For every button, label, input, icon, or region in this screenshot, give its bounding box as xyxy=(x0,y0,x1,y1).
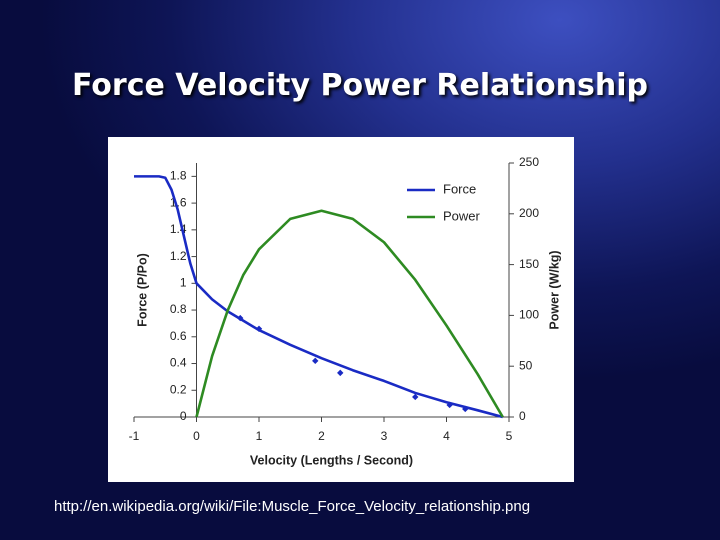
y2-tick-label: 150 xyxy=(519,257,539,271)
data-point xyxy=(255,325,263,332)
caption: http://en.wikipedia.org/wiki/File:Muscle… xyxy=(54,498,531,515)
x-tick-label: 0 xyxy=(193,429,200,443)
y2-axis-title: Power (W/kg) xyxy=(547,250,561,329)
y2-tick-label: 200 xyxy=(519,206,539,220)
x-tick-label: 5 xyxy=(506,429,513,443)
data-point xyxy=(412,393,419,401)
data-point xyxy=(462,405,469,413)
y-tick-label: 0.4 xyxy=(170,356,187,370)
legend-label: Force xyxy=(443,181,476,196)
chart-background xyxy=(108,137,574,482)
data-point xyxy=(237,314,244,322)
y-tick-label: 0 xyxy=(180,409,187,423)
x-tick-label: 1 xyxy=(256,429,263,443)
y2-tick-label: 100 xyxy=(519,308,539,322)
y2-tick-label: 0 xyxy=(519,409,526,423)
slide-title: Force Velocity Power Relationship xyxy=(72,68,648,103)
y2-tick-label: 50 xyxy=(519,358,533,372)
x-tick-label: -1 xyxy=(129,429,140,443)
x-axis-title: Velocity (Lengths / Second) xyxy=(250,453,413,467)
x-tick-label: 3 xyxy=(381,429,388,443)
y-tick-label: 1.6 xyxy=(170,195,187,209)
y-tick-label: 0.6 xyxy=(170,329,187,343)
y-tick-label: 1.8 xyxy=(170,169,187,183)
legend-label: Power xyxy=(443,208,481,223)
y-tick-label: 0.2 xyxy=(170,382,187,396)
y2-tick-label: 250 xyxy=(519,155,539,169)
data-point xyxy=(312,357,319,365)
y-tick-label: 1.2 xyxy=(170,249,187,263)
y-tick-label: 1 xyxy=(180,275,187,289)
y-axis-title: Force (P/Po) xyxy=(135,253,149,327)
line-force xyxy=(134,175,504,419)
line-power xyxy=(195,209,504,418)
y-tick-label: 0.8 xyxy=(170,302,187,316)
data-point xyxy=(337,369,344,377)
x-tick-label: 2 xyxy=(318,429,325,443)
x-tick-label: 4 xyxy=(443,429,450,443)
data-point xyxy=(446,401,453,409)
